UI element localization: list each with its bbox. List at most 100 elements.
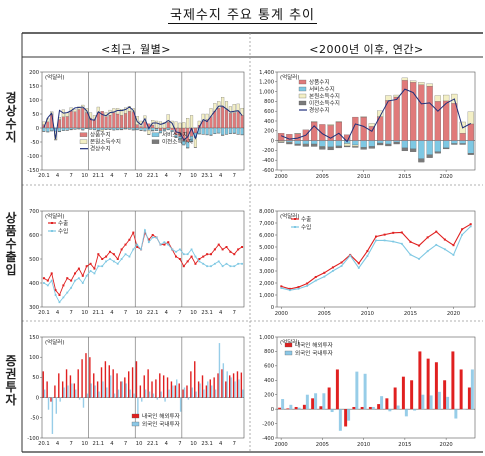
bar-0 bbox=[143, 121, 147, 129]
bar-1 bbox=[46, 127, 50, 132]
point-1 bbox=[280, 287, 283, 289]
point-1 bbox=[101, 265, 104, 268]
bar-0 bbox=[393, 96, 400, 141]
bar-3 bbox=[385, 143, 392, 147]
bar-0 bbox=[401, 376, 405, 410]
y-tick-label: 600 bbox=[29, 233, 39, 239]
bar-3 bbox=[81, 129, 85, 131]
legend-key bbox=[298, 79, 307, 85]
bar-0 bbox=[443, 380, 447, 410]
bar-0 bbox=[65, 369, 68, 398]
point-1 bbox=[186, 253, 189, 256]
point-1 bbox=[366, 255, 369, 257]
bar-1 bbox=[94, 385, 96, 398]
point-0 bbox=[190, 255, 193, 258]
bar-3 bbox=[377, 142, 384, 146]
bar-3 bbox=[467, 153, 474, 155]
y-tick-label: 7,000 bbox=[259, 221, 274, 227]
bar-1 bbox=[380, 396, 384, 410]
bar-1 bbox=[238, 379, 240, 398]
unit-label: (억달러) bbox=[280, 338, 299, 346]
bar-3 bbox=[426, 154, 433, 158]
x-tick-label: 4 bbox=[219, 441, 223, 447]
point-1 bbox=[171, 248, 174, 251]
bar-0 bbox=[451, 351, 455, 410]
point-1 bbox=[237, 262, 240, 265]
bar-0 bbox=[85, 112, 89, 129]
bar-2 bbox=[278, 140, 285, 143]
point-0 bbox=[306, 282, 309, 285]
chart-current-account-monthly: -150 -100 -50 0 50 100 150 200 (억달러) 20.1 4 7 10 21.1… bbox=[24, 60, 248, 186]
x-tick-label: 22.1 bbox=[147, 310, 159, 316]
x-tick-label: 10 bbox=[81, 441, 88, 447]
bar-1 bbox=[396, 405, 400, 410]
y-tick-label: -50 bbox=[31, 140, 39, 146]
point-1 bbox=[70, 286, 73, 289]
point-1 bbox=[375, 239, 377, 242]
x-tick-label: 7 bbox=[124, 310, 127, 316]
point-0 bbox=[116, 258, 119, 260]
point-1 bbox=[147, 241, 150, 244]
bar-0 bbox=[286, 408, 290, 410]
x-tick-label: 4 bbox=[110, 441, 114, 447]
bar-1 bbox=[388, 409, 392, 412]
legend-key bbox=[298, 86, 307, 92]
legend-key bbox=[79, 132, 88, 137]
current-account-line bbox=[280, 88, 472, 143]
point-0 bbox=[186, 260, 189, 263]
bar-1 bbox=[218, 343, 221, 398]
legend-marker bbox=[51, 230, 53, 232]
bar-0 bbox=[451, 103, 458, 141]
legend-label: 서비스수지 bbox=[162, 131, 188, 139]
bar-1 bbox=[205, 127, 209, 135]
x-tick-label: 4 bbox=[165, 310, 169, 316]
x-tick-label: 7 bbox=[69, 441, 72, 447]
chart-current-account-annual: -600 -400 -200 0 200 400 600 800 1,000 1,200 1,400… bbox=[253, 60, 481, 186]
bar-0 bbox=[139, 385, 142, 398]
bar-0 bbox=[155, 379, 157, 398]
bar-0 bbox=[92, 119, 96, 129]
bar-0 bbox=[335, 121, 342, 141]
unit-label: (억달러) bbox=[45, 338, 64, 346]
bar-1 bbox=[156, 397, 158, 400]
bar-3 bbox=[162, 130, 166, 132]
point-0 bbox=[81, 274, 84, 277]
point-0 bbox=[435, 230, 438, 233]
bar-1 bbox=[410, 140, 417, 150]
x-tick-label: 2010 bbox=[357, 174, 370, 180]
bar-1 bbox=[311, 140, 318, 145]
bar-2 bbox=[443, 94, 450, 102]
bar-0 bbox=[426, 86, 433, 141]
bar-1 bbox=[135, 127, 139, 130]
bar-0 bbox=[112, 112, 116, 129]
y-tick-label: -150 bbox=[27, 168, 39, 174]
y-tick-label: -50 bbox=[31, 416, 39, 422]
bar-0 bbox=[54, 385, 56, 398]
y-tick-label: -400 bbox=[262, 436, 274, 442]
bar-1 bbox=[421, 394, 425, 410]
x-tick-label: 2000 bbox=[275, 311, 288, 317]
bar-3 bbox=[401, 147, 408, 152]
bar-1 bbox=[385, 140, 392, 145]
point-0 bbox=[147, 238, 150, 241]
point-1 bbox=[392, 240, 395, 243]
point-1 bbox=[50, 279, 53, 282]
bar-0 bbox=[385, 100, 392, 141]
bar-0 bbox=[77, 109, 81, 129]
point-0 bbox=[241, 246, 244, 248]
bar-3 bbox=[451, 143, 458, 145]
bar-1 bbox=[113, 393, 116, 398]
point-0 bbox=[128, 238, 131, 241]
bar-0 bbox=[213, 111, 217, 129]
point-1 bbox=[357, 266, 360, 269]
legend-key bbox=[151, 139, 160, 144]
point-1 bbox=[81, 282, 84, 284]
bar-2 bbox=[190, 115, 194, 129]
bar-1 bbox=[51, 397, 54, 434]
bar-1 bbox=[459, 140, 466, 144]
point-0 bbox=[331, 266, 334, 269]
bar-3 bbox=[151, 130, 155, 132]
y-tick-label: 0 bbox=[271, 407, 274, 413]
point-1 bbox=[93, 272, 96, 275]
bar-0 bbox=[65, 116, 69, 129]
